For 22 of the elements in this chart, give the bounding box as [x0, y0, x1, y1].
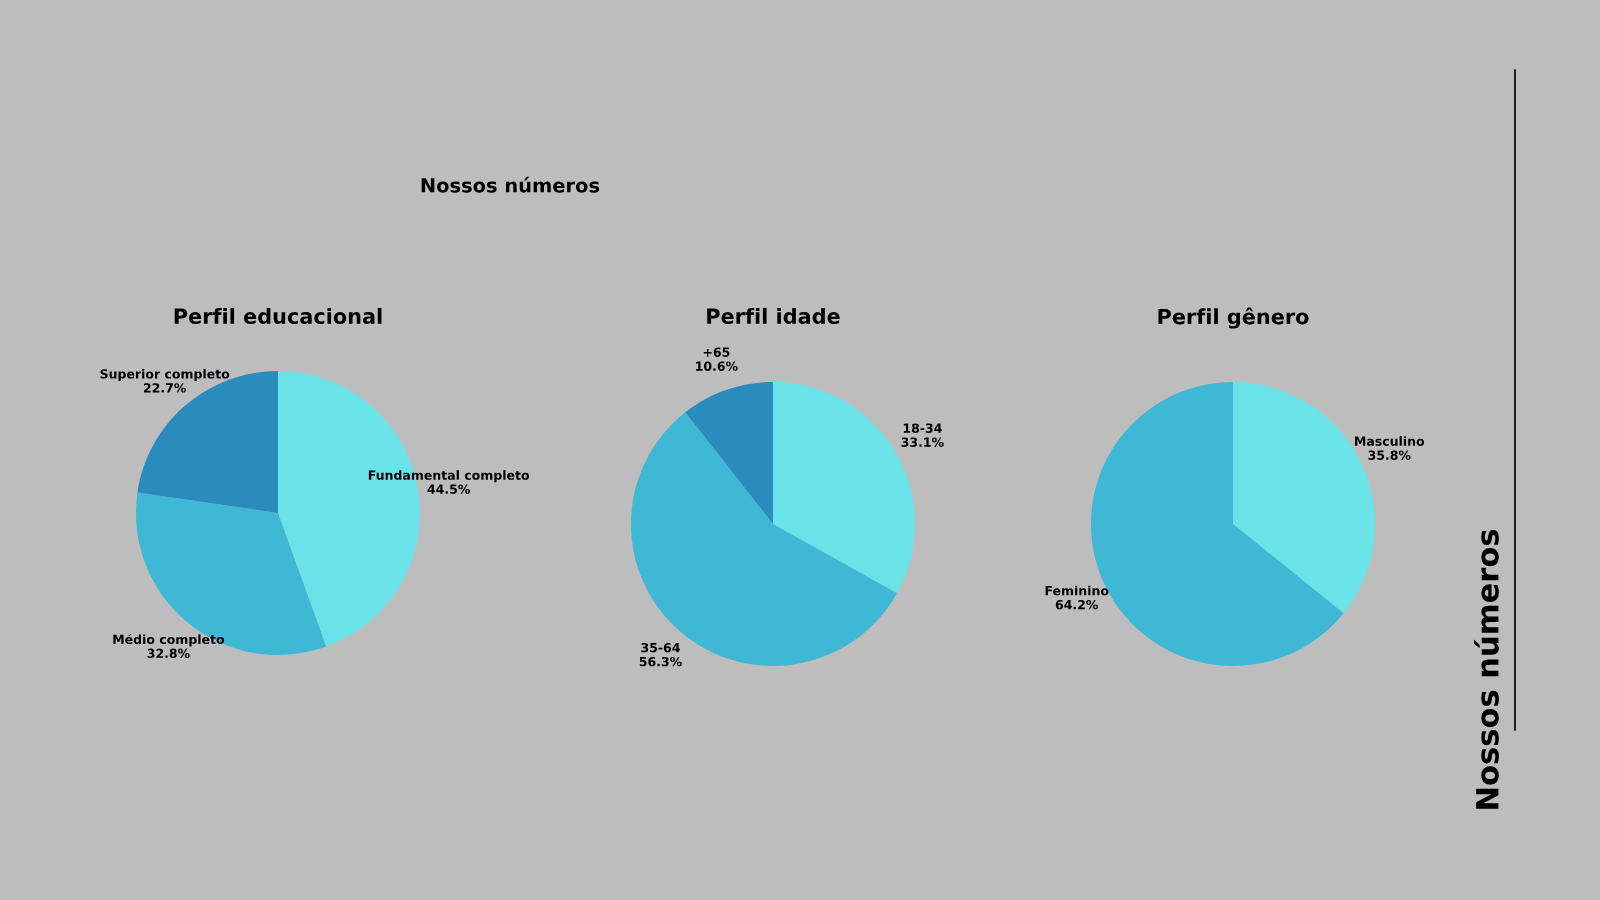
data-label: 33.1%	[901, 437, 944, 447]
pie-slice	[631, 412, 897, 666]
text: Nossos números	[421, 176, 600, 193]
data-label: 44.5%	[427, 484, 470, 494]
slice-label: +65	[703, 347, 730, 357]
slice-label: Feminino	[1045, 585, 1109, 596]
slice-label: Fundamental completo	[368, 470, 530, 483]
pie-slice	[685, 382, 773, 524]
text: Nossos números	[1473, 529, 1499, 809]
data-label: 64.2%	[1055, 599, 1098, 610]
slice-label: 35-64	[641, 642, 680, 653]
data-label: 10.6%	[696, 361, 738, 371]
data-label: 32.8%	[147, 648, 190, 659]
chart-title: Perfil gênero	[1158, 307, 1309, 329]
chart-title: Perfil idade	[707, 307, 840, 325]
slice-label: Masculino	[1355, 436, 1425, 446]
chart-title: Perfil educacional	[174, 307, 382, 325]
data-label: 22.7%	[143, 383, 186, 393]
data-label: 56.3%	[639, 656, 682, 667]
slice-label: 18-34	[903, 423, 942, 433]
data-label: 35.8%	[1368, 450, 1411, 460]
slice-label: Superior completo	[100, 368, 230, 382]
